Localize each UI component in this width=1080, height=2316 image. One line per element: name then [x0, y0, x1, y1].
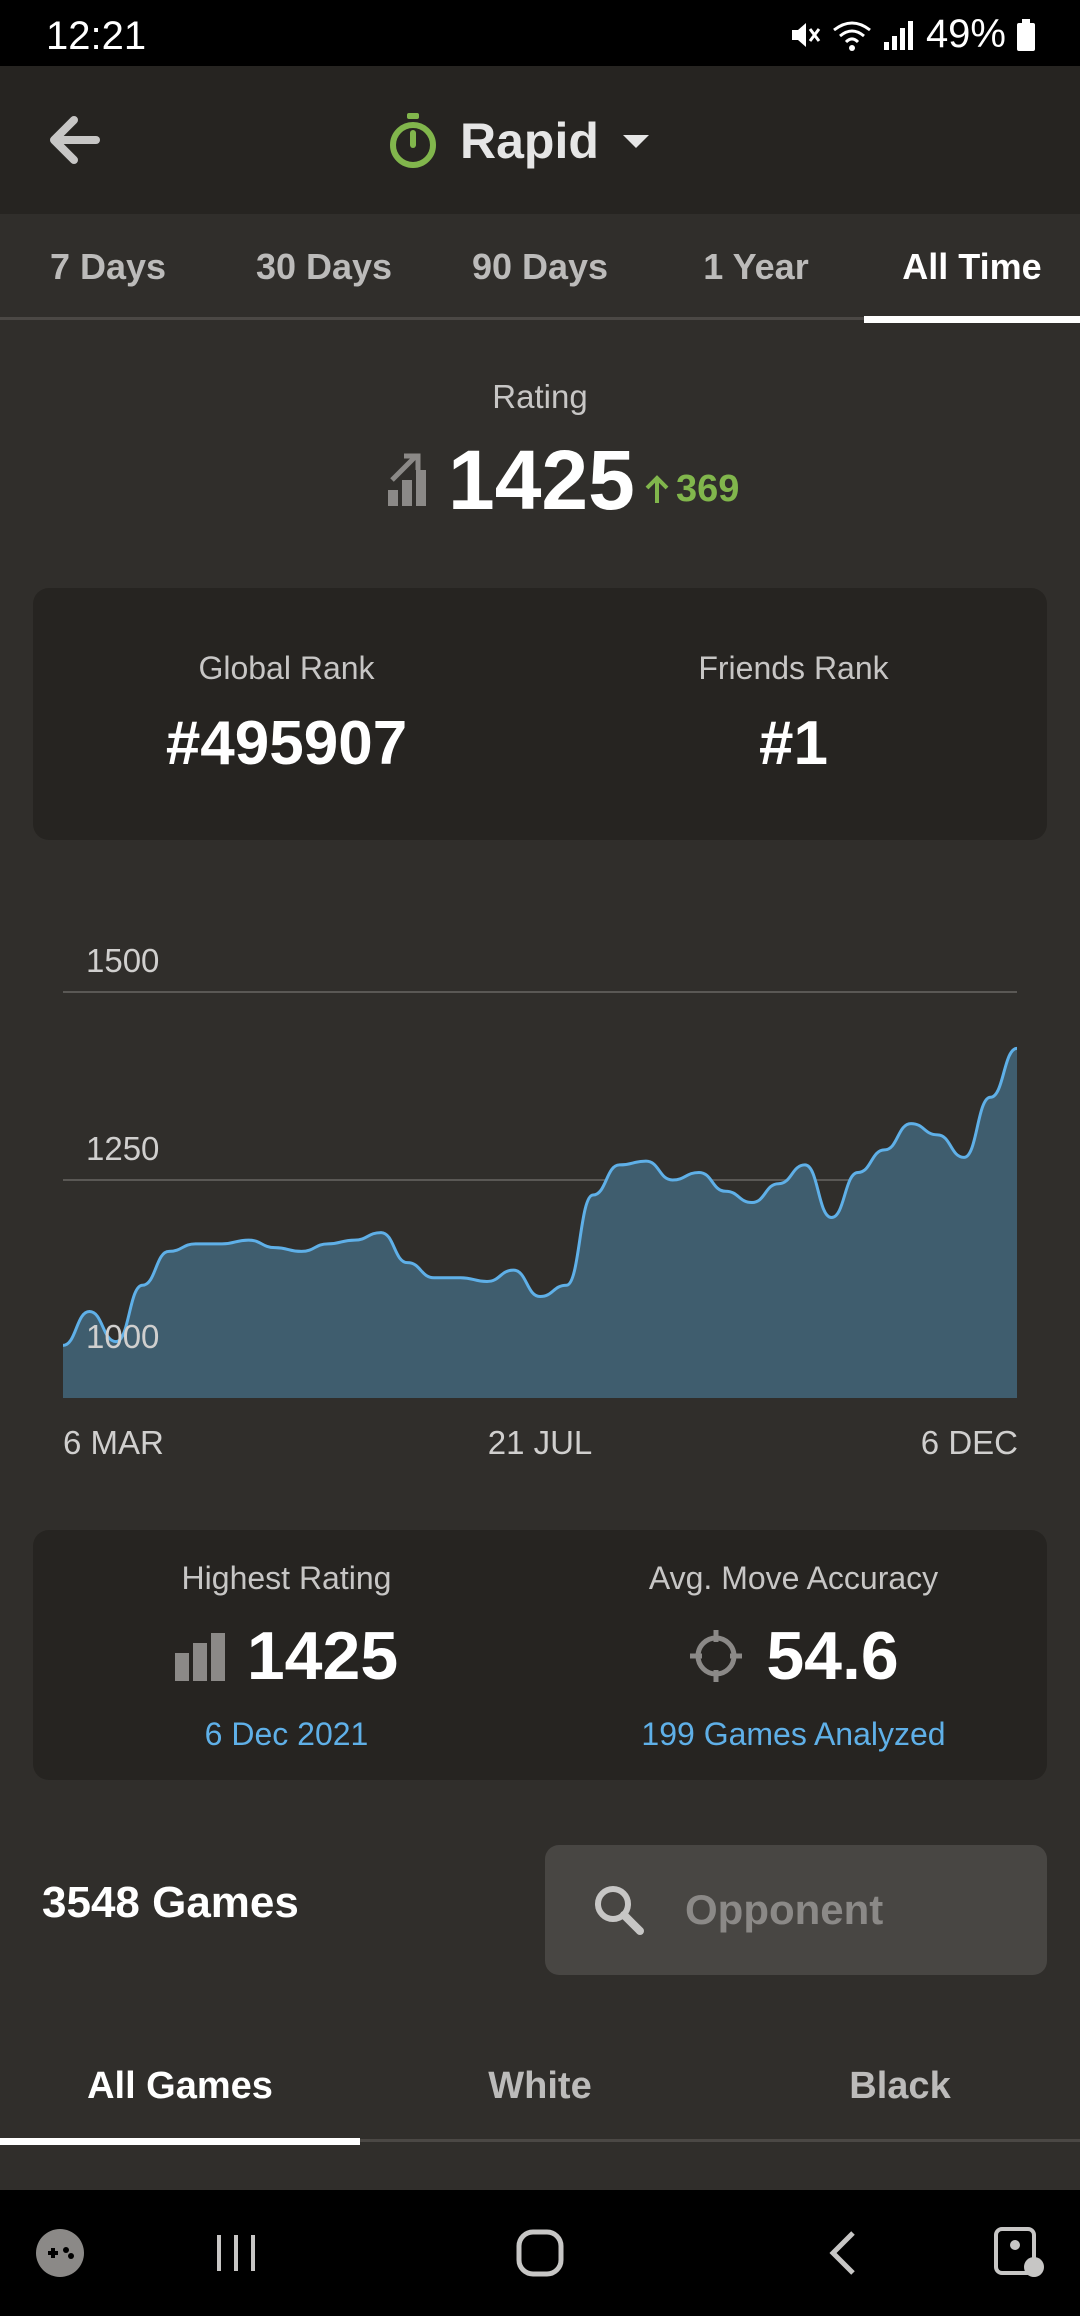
highest-rating-label: Highest Rating [181, 1560, 392, 1596]
status-bar: 12:21 49% [0, 0, 1080, 66]
back-icon [829, 2231, 855, 2275]
rating-area [63, 1048, 1017, 1398]
stopwatch-icon [390, 113, 436, 168]
crosshair-icon [690, 1630, 743, 1682]
tab-white[interactable]: White [488, 2064, 592, 2107]
tab-black[interactable]: Black [849, 2064, 951, 2107]
tab-all-games[interactable]: All Games [0, 2030, 360, 2145]
search-placeholder: Opponent [685, 1886, 884, 1933]
tab-1-year[interactable]: 1 Year [703, 246, 809, 287]
global-rank-value: #495907 [165, 709, 408, 778]
rating-change: 369 [644, 468, 739, 511]
recents-icon [217, 2235, 255, 2271]
highest-rating-date[interactable]: 6 Dec 2021 [204, 1716, 369, 1752]
y-tick-label: 1000 [86, 1318, 159, 1355]
tab-7-days[interactable]: 7 Days [49, 246, 167, 287]
arrow-left-icon [50, 116, 100, 164]
battery-icon [1017, 18, 1035, 51]
status-time: 12:21 [46, 14, 147, 58]
games-count: 3548 Games [42, 1878, 299, 1927]
color-tabs: All Games White Black [0, 2030, 1080, 2145]
rating-chart-svg: 1500 1250 1000 6 MAR 21 JUL 6 DEC [62, 942, 1018, 1461]
move-accuracy-label: Avg. Move Accuracy [648, 1560, 939, 1596]
accessibility-button[interactable] [980, 2190, 1060, 2316]
status-icons: 49% [788, 12, 1036, 57]
wifi-icon [833, 21, 871, 51]
highest-rating[interactable]: Highest Rating 1425 6 Dec 2021 [33, 1530, 540, 1780]
rating-change-value: 369 [676, 468, 740, 510]
opponent-search[interactable]: Opponent [545, 1845, 1047, 1975]
highest-rating-row: 1425 [33, 1616, 540, 1696]
x-tick-label: 6 DEC [921, 1424, 1018, 1461]
tab-30-days[interactable]: 30 Days [255, 246, 393, 287]
global-rank[interactable]: Global Rank #495907 [33, 588, 540, 840]
arrow-up-icon [645, 474, 669, 503]
rating-line [62, 1046, 1018, 1347]
chevron-down-icon [622, 135, 649, 148]
rating-trend-icon [388, 453, 426, 506]
move-accuracy-value: 54.6 [766, 1618, 899, 1694]
signal-icon [883, 20, 913, 50]
x-tick-label: 21 JUL [488, 1424, 593, 1461]
move-accuracy-row: 54.6 [540, 1616, 1047, 1696]
x-tick-label: 6 MAR [63, 1424, 164, 1461]
mode-label: Rapid [460, 113, 599, 169]
y-tick-label: 1250 [86, 1130, 159, 1167]
back-button[interactable] [44, 110, 104, 170]
search-icon [595, 1886, 644, 1935]
global-rank-label: Global Rank [198, 650, 375, 686]
bar-chart-icon [174, 1633, 225, 1681]
rank-card: Global Rank #495907 Friends Rank #1 [33, 588, 1047, 840]
highest-rating-value: 1425 [246, 1618, 399, 1694]
game-launcher-button[interactable] [20, 2190, 100, 2316]
y-tick-label: 1500 [86, 942, 159, 979]
rating-label: Rating [492, 378, 588, 415]
games-analyzed[interactable]: 199 Games Analyzed [641, 1716, 946, 1752]
app-header: Rapid [0, 66, 1080, 214]
home-icon [516, 2229, 564, 2277]
summary-card: Highest Rating 1425 6 Dec 2021 Avg. Move… [33, 1530, 1047, 1780]
back-nav-button[interactable] [802, 2190, 882, 2316]
period-tabs: 7 Days 30 Days 90 Days 1 Year All Time [0, 214, 1080, 323]
move-accuracy[interactable]: Avg. Move Accuracy 54.6 199 Games Analyz… [540, 1530, 1047, 1780]
friends-rank-label: Friends Rank [698, 650, 889, 686]
mode-selector[interactable]: Rapid [388, 106, 651, 176]
tab-all-time[interactable]: All Time [864, 214, 1080, 323]
recents-button[interactable] [196, 2190, 276, 2316]
home-button[interactable] [500, 2190, 580, 2316]
battery-percent: 49% [925, 12, 1006, 56]
friends-rank-value: #1 [759, 709, 828, 778]
friends-rank[interactable]: Friends Rank #1 [540, 588, 1047, 840]
tab-90-days[interactable]: 90 Days [471, 246, 609, 287]
system-nav-bar [0, 2190, 1080, 2316]
rating-row: 1425 369 [0, 432, 1080, 532]
rating-value: 1425 [448, 433, 635, 527]
gamepad-icon [36, 2229, 84, 2277]
mute-icon [791, 22, 821, 47]
rating-chart: 1500 1250 1000 6 MAR 21 JUL 6 DEC [0, 920, 1080, 1480]
touch-icon [994, 2227, 1044, 2277]
